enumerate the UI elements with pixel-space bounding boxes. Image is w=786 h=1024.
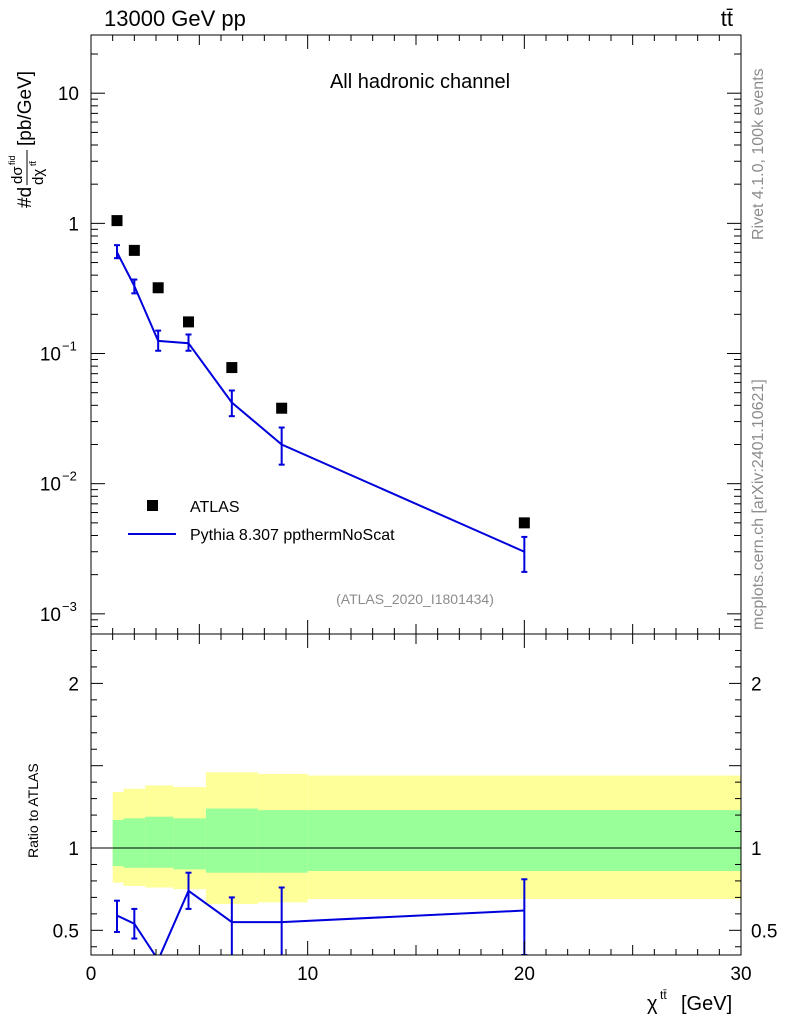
ratio-green-band bbox=[145, 816, 174, 868]
svg-text:dχ: dχ bbox=[30, 169, 47, 185]
main-y-tick-exponent: −1 bbox=[62, 339, 77, 354]
ratio-y-tick-label: 1 bbox=[68, 839, 79, 860]
ratio-y-tick-label: 0.5 bbox=[751, 921, 777, 942]
main-y-axis-label: #d dσ fid dχ tt̄ [pb/GeV] bbox=[7, 71, 47, 208]
main-y-tick-label: 10 bbox=[40, 475, 61, 496]
ratio-plot: 0.5 0.51 12 20 10 20 30 bbox=[53, 633, 777, 985]
ratio-green-band bbox=[307, 810, 741, 872]
x-tick-label: 20 bbox=[514, 964, 535, 985]
legend-pythia-label: Pythia 8.307 ppthermNoScat bbox=[190, 527, 395, 544]
ratio-green-band bbox=[173, 818, 206, 870]
ratio-y-tick-label: 1 bbox=[751, 839, 762, 860]
ratio-green-band bbox=[205, 808, 258, 873]
x-axis-label: χ tt̄ [GeV] bbox=[647, 988, 732, 1015]
svg-text:fid: fid bbox=[7, 155, 17, 165]
ratio-green-band bbox=[123, 818, 146, 868]
main-y-tick-label: 1 bbox=[68, 214, 79, 235]
main-plot-title: All hadronic channel bbox=[330, 71, 510, 93]
svg-text:[pb/GeV]: [pb/GeV] bbox=[15, 71, 36, 146]
main-y-tick-exponent: −2 bbox=[62, 469, 77, 484]
atlas-data-point bbox=[183, 316, 194, 328]
main-y-tick-label: 10 bbox=[40, 345, 61, 366]
ratio-y-axis-label: Ratio to ATLAS bbox=[25, 763, 41, 858]
pythia-line bbox=[116, 251, 525, 553]
legend: ATLAS Pythia 8.307 ppthermNoScat bbox=[128, 499, 395, 544]
ratio-green-band bbox=[257, 810, 308, 873]
rivet-version-label: Rivet 4.1.0, 100k events bbox=[750, 68, 767, 240]
atlas-data-point bbox=[276, 402, 288, 414]
x-tick-label: 0 bbox=[86, 964, 97, 985]
ratio-y-tick-label: 2 bbox=[751, 674, 762, 695]
legend-atlas-label: ATLAS bbox=[190, 499, 240, 516]
analysis-watermark: (ATLAS_2020_I1801434) bbox=[336, 591, 494, 607]
atlas-data-point bbox=[518, 517, 530, 529]
atlas-data-point bbox=[152, 282, 164, 294]
atlas-data-point bbox=[128, 244, 140, 256]
svg-text:χ: χ bbox=[647, 993, 658, 1015]
header-right-label: tt̄ bbox=[721, 6, 733, 31]
ratio-y-tick-label: 2 bbox=[68, 674, 79, 695]
svg-text:dσ: dσ bbox=[9, 166, 26, 184]
atlas-data-point bbox=[111, 215, 123, 227]
svg-text:tt̄: tt̄ bbox=[28, 160, 38, 166]
svg-text:#d: #d bbox=[15, 187, 36, 208]
legend-atlas-marker bbox=[147, 500, 158, 511]
main-y-tick-label: 10 bbox=[40, 605, 61, 626]
x-tick-label: 30 bbox=[730, 964, 751, 985]
main-y-tick-exponent: −3 bbox=[62, 599, 77, 614]
source-label: mcplots.cern.ch [arXiv:2401.10621] bbox=[750, 379, 767, 630]
atlas-data-point bbox=[226, 362, 238, 374]
ratio-data-group bbox=[114, 871, 528, 955]
header-left-label: 13000 GeV pp bbox=[104, 6, 246, 31]
ratio-green-band bbox=[112, 820, 124, 867]
ratio-y-tick-label: 0.5 bbox=[53, 921, 79, 942]
main-y-tick-label: 10 bbox=[58, 84, 79, 105]
x-tick-label: 10 bbox=[297, 964, 318, 985]
svg-text:[GeV]: [GeV] bbox=[681, 993, 732, 1015]
svg-text:tt̄: tt̄ bbox=[660, 988, 667, 1002]
